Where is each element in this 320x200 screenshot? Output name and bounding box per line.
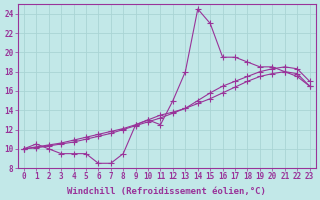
X-axis label: Windchill (Refroidissement éolien,°C): Windchill (Refroidissement éolien,°C): [67, 187, 266, 196]
